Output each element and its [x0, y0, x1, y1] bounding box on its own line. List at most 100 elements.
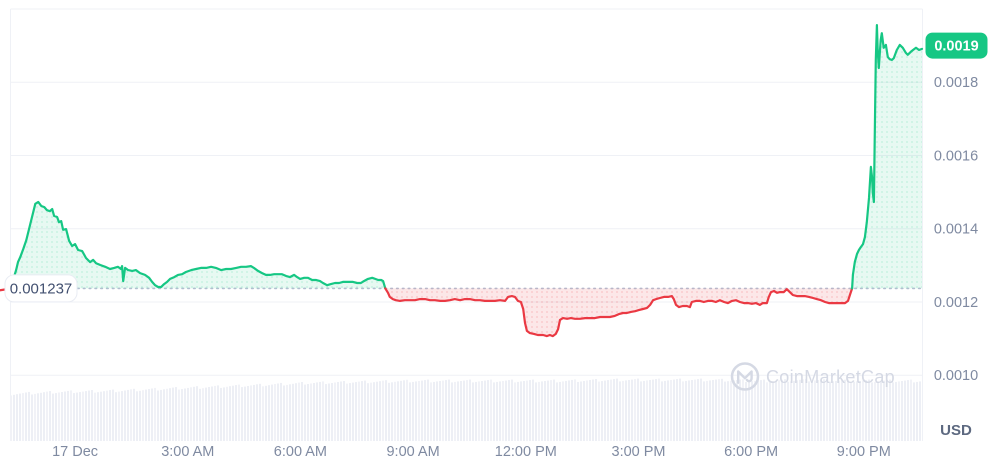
- volume-bar: [94, 392, 96, 441]
- volume-bar: [169, 388, 171, 441]
- volume-bar: [79, 392, 81, 441]
- volume-bar: [547, 380, 549, 442]
- volume-bar: [229, 386, 231, 441]
- volume-bar: [559, 381, 561, 441]
- volume-bar: [583, 381, 585, 441]
- volume-bar: [322, 381, 324, 441]
- volume-bar: [517, 381, 519, 441]
- volume-bar: [520, 381, 522, 441]
- volume-bar: [184, 388, 186, 441]
- volume-bar: [367, 383, 369, 441]
- volume-bar: [820, 379, 822, 441]
- volume-bar: [700, 378, 702, 441]
- volume-bar: [739, 379, 741, 441]
- volume-bar: [34, 393, 36, 441]
- volume-bar: [571, 379, 573, 441]
- current-price-label: 0.0019: [934, 39, 978, 55]
- volume-bar: [385, 380, 387, 441]
- x-axis-tick-label: 6:00 AM: [274, 444, 327, 460]
- volume-bar: [328, 383, 330, 441]
- x-axis-tick-label: 3:00 PM: [612, 444, 666, 460]
- volume-bar: [46, 391, 48, 441]
- volume-bar: [703, 381, 705, 441]
- volume-bar: [391, 382, 393, 441]
- volume-bar: [877, 381, 879, 441]
- volume-bar: [289, 384, 291, 441]
- volume-bar: [892, 382, 894, 441]
- volume-bar: [430, 382, 432, 441]
- price-line-morning-above-baseline: [9, 200, 387, 290]
- volume-bar: [259, 383, 261, 441]
- volume-bar: [448, 379, 450, 441]
- volume-bar: [811, 380, 813, 441]
- volume-bar: [631, 379, 633, 442]
- volume-bar: [55, 393, 57, 441]
- volume-bar: [535, 382, 537, 441]
- volume-bar: [508, 380, 510, 441]
- volume-bar: [235, 385, 237, 441]
- volume-bar: [409, 382, 411, 441]
- volume-bar: [70, 390, 72, 441]
- chart-plot-area[interactable]: [0, 9, 922, 441]
- volume-bar: [889, 379, 891, 441]
- volume-bar: [766, 382, 768, 441]
- volume-bar: [274, 384, 276, 441]
- volume-bar: [133, 388, 135, 441]
- volume-bar: [874, 381, 876, 441]
- volume-bar: [871, 382, 873, 441]
- volume-bar: [496, 381, 498, 441]
- volume-bar: [694, 379, 696, 442]
- volume-bar: [613, 379, 615, 441]
- volume-bar: [268, 385, 270, 441]
- volume-bar: [394, 381, 396, 441]
- volume-bar: [412, 381, 414, 441]
- volume-bar: [910, 379, 912, 441]
- volume-bar: [460, 381, 462, 441]
- volume-bar: [172, 387, 174, 441]
- pill-background: [4, 274, 78, 303]
- volume-bar: [433, 381, 435, 441]
- volume-bar: [190, 387, 192, 441]
- volume-bar: [439, 381, 441, 441]
- volume-bar: [664, 380, 666, 441]
- volume-bar: [265, 385, 267, 441]
- volume-bar: [763, 379, 765, 441]
- coinmarketcap-logo-icon: [730, 362, 760, 391]
- y-axis-tick-label: 0.0012: [934, 295, 978, 311]
- volume-bar: [598, 381, 600, 441]
- volume-bar: [499, 381, 501, 441]
- volume-bar: [601, 381, 603, 441]
- volume-bar: [778, 380, 780, 441]
- volume-bar: [343, 381, 345, 441]
- volume-bar: [793, 380, 795, 441]
- volume-bar: [808, 381, 810, 441]
- volume-bar: [124, 390, 126, 441]
- volume-bar: [13, 394, 15, 441]
- volume-bar: [706, 380, 708, 441]
- volume-bar: [625, 380, 627, 441]
- volume-bar: [403, 380, 405, 441]
- volume-bar: [217, 385, 219, 441]
- volume-bar: [718, 379, 720, 441]
- volume-bar: [193, 386, 195, 441]
- price-line-evening-surge: [851, 24, 924, 290]
- volume-bar: [847, 379, 849, 441]
- volume-bar: [841, 380, 843, 441]
- x-axis-tick-label: 3:00 AM: [161, 444, 214, 460]
- volume-bar: [208, 387, 210, 441]
- volume-bar: [283, 385, 285, 441]
- volume-bar: [256, 384, 258, 441]
- volume-bar: [859, 380, 861, 441]
- volume-bar: [151, 388, 153, 441]
- logo-circle: [730, 362, 760, 391]
- volume-bar: [319, 381, 321, 441]
- volume-bar: [529, 380, 531, 441]
- volume-bar: [532, 379, 534, 441]
- volume-bar: [286, 384, 288, 441]
- volume-bar: [304, 384, 306, 441]
- volume-bar: [109, 390, 111, 441]
- area-fill-evening-surge: [852, 25, 922, 289]
- volume-bar: [397, 381, 399, 441]
- volume-bar: [346, 383, 348, 441]
- volume-bar: [505, 380, 507, 442]
